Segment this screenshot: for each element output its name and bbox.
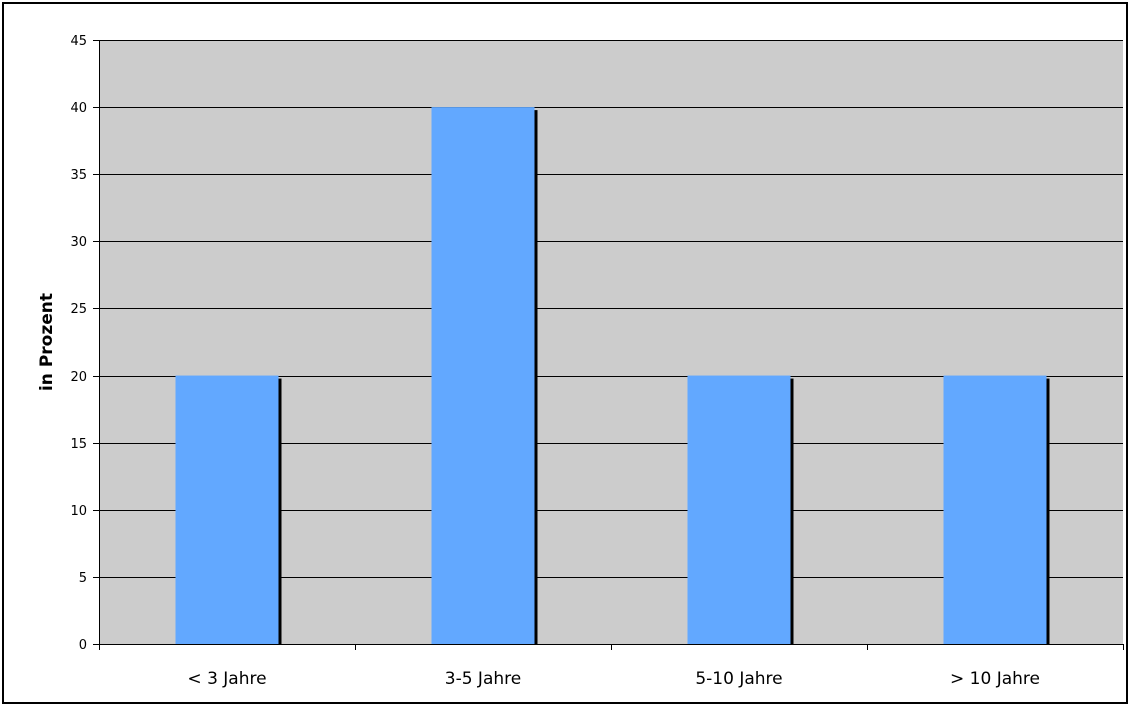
bar bbox=[175, 375, 279, 644]
y-tick-label: 10 bbox=[70, 504, 87, 519]
y-tick-label: 40 bbox=[70, 101, 87, 116]
bar-shadow bbox=[534, 110, 538, 645]
bar bbox=[943, 375, 1047, 644]
x-category-label: > 10 Jahre bbox=[950, 669, 1040, 689]
y-axis-title: in Prozent bbox=[37, 293, 57, 391]
bars bbox=[175, 107, 1050, 645]
bar-shadow bbox=[790, 378, 794, 644]
y-axis: 0 5 10 15 20 25 30 35 40 45 bbox=[70, 34, 100, 653]
y-tick-label: 30 bbox=[70, 235, 87, 250]
y-tick-label: 45 bbox=[70, 34, 87, 49]
x-category-label: 3-5 Jahre bbox=[445, 669, 521, 689]
x-axis: < 3 Jahre 3-5 Jahre 5-10 Jahre > 10 Jahre bbox=[99, 644, 1124, 689]
bar-shadow bbox=[1046, 378, 1050, 644]
y-tick-label: 5 bbox=[79, 571, 87, 586]
x-category-label: < 3 Jahre bbox=[187, 669, 266, 689]
bar-shadow bbox=[278, 378, 282, 644]
bar bbox=[687, 375, 791, 644]
y-tick-label: 15 bbox=[70, 437, 87, 452]
y-tick-label: 0 bbox=[79, 638, 87, 653]
y-tick-label: 25 bbox=[70, 302, 87, 317]
y-tick-label: 35 bbox=[70, 168, 87, 183]
x-category-label: 5-10 Jahre bbox=[695, 669, 782, 689]
y-tick-label: 20 bbox=[70, 370, 87, 385]
bar bbox=[431, 107, 535, 645]
